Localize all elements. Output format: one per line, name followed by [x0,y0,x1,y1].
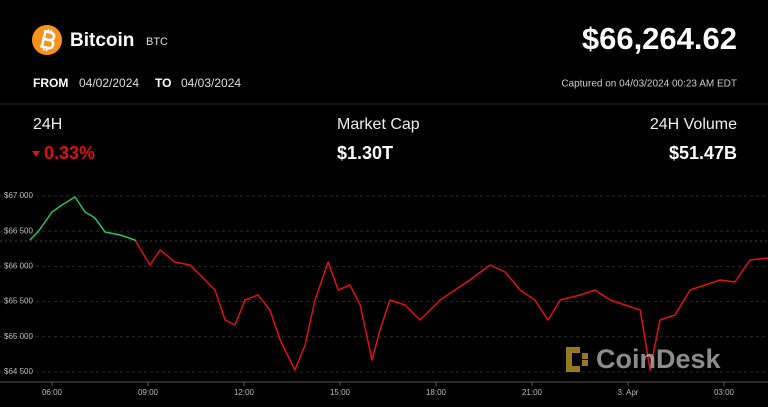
stat-label: 24H Volume [650,116,737,133]
x-tick-label: 09:00 [138,388,159,397]
x-tick-label: 06:00 [42,388,63,397]
y-tick-label: $66 500 [4,226,33,235]
captured: Captured on 04/03/2024 00:23 AM EDT [561,79,737,90]
watermark-text: CoinDesk [596,344,722,374]
x-tick-label: 18:00 [426,388,447,397]
y-tick-label: $65 500 [4,297,33,306]
x-tick-label: 3. Apr [618,388,639,397]
y-tick-label: $66 000 [4,261,33,270]
coin-symbol: BTC [146,36,168,48]
coin-name: Bitcoin [70,30,134,51]
price-line [29,196,768,371]
to-label: TO [155,76,171,90]
stat-value: $51.47B [669,143,737,163]
y-tick-label: $67 000 [4,191,33,200]
y-tick-label: $64 500 [4,367,33,376]
x-tick-label: 12:00 [234,388,255,397]
stat-label: 24H [33,116,62,133]
down-arrow [32,151,40,157]
stat-value: 0.33% [44,143,95,163]
to-date: 04/03/2024 [181,76,241,90]
from-label: FROM [33,76,68,90]
btc-logo [32,25,62,55]
y-tick-label: $65 000 [4,332,33,341]
from-date: 04/02/2024 [79,76,139,90]
stat-label: Market Cap [337,116,420,133]
x-tick-label: 21:00 [522,388,543,397]
chart: $64 500 $65 000 $65 500 $66 000 $66 500 $67 0… [0,191,768,397]
price: $66,264.62 [582,21,737,56]
stat-value: $1.30T [337,143,393,163]
x-tick-label: 03:00 [714,388,735,397]
watermark: CoinDesk [566,344,722,374]
x-tick-label: 15:00 [330,388,351,397]
